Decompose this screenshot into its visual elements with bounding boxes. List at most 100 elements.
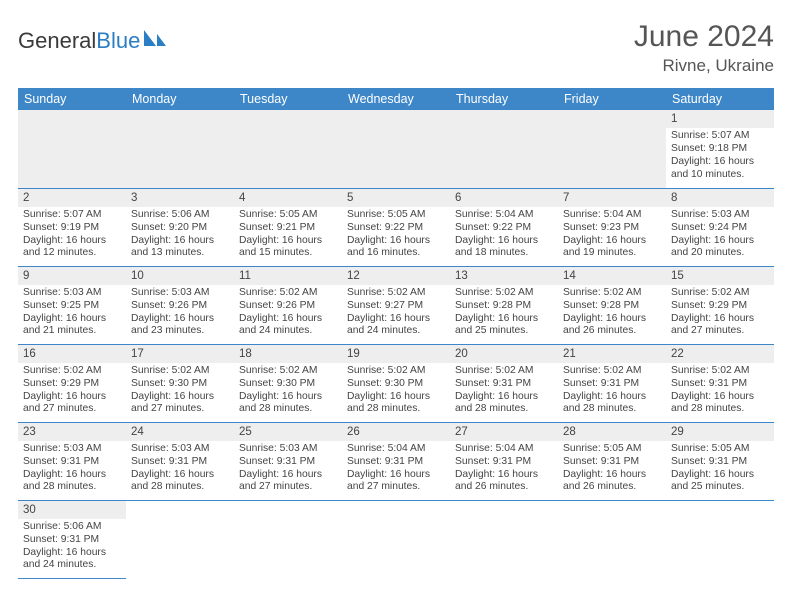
day-header: Wednesday: [342, 88, 450, 110]
day-header: Tuesday: [234, 88, 342, 110]
day-details: Sunrise: 5:05 AMSunset: 9:31 PMDaylight:…: [671, 443, 769, 494]
sail-icon: [142, 28, 168, 48]
calendar-row: 30 Sunrise: 5:06 AMSunset: 9:31 PMDayligh…: [18, 500, 774, 578]
location: Rivne, Ukraine: [634, 56, 774, 76]
day-cell: 18 Sunrise: 5:02 AMSunset: 9:30 PMDayligh…: [234, 344, 342, 422]
day-details: Sunrise: 5:02 AMSunset: 9:30 PMDaylight:…: [347, 365, 445, 416]
day-number: 21: [558, 345, 666, 363]
day-details: Sunrise: 5:05 AMSunset: 9:22 PMDaylight:…: [347, 209, 445, 260]
day-number: 23: [18, 423, 126, 441]
day-details: Sunrise: 5:02 AMSunset: 9:31 PMDaylight:…: [455, 365, 553, 416]
day-number: 24: [126, 423, 234, 441]
empty-cell: [666, 500, 774, 578]
day-number: 1: [666, 110, 774, 128]
day-details: Sunrise: 5:02 AMSunset: 9:26 PMDaylight:…: [239, 287, 337, 338]
calendar-row: 1 Sunrise: 5:07 AMSunset: 9:18 PMDaylight…: [18, 110, 774, 188]
day-cell: 27Sunrise: 5:04 AMSunset: 9:31 PMDayligh…: [450, 422, 558, 500]
empty-cell: [18, 110, 126, 188]
day-details: Sunrise: 5:02 AMSunset: 9:28 PMDaylight:…: [563, 287, 661, 338]
day-number: 11: [234, 267, 342, 285]
day-cell: 22Sunrise: 5:02 AMSunset: 9:31 PMDayligh…: [666, 344, 774, 422]
day-details: Sunrise: 5:05 AMSunset: 9:31 PMDaylight:…: [563, 443, 661, 494]
day-header: Sunday: [18, 88, 126, 110]
day-number: 13: [450, 267, 558, 285]
empty-cell: [450, 110, 558, 188]
day-cell: 17Sunrise: 5:02 AMSunset: 9:30 PMDayligh…: [126, 344, 234, 422]
day-number: 4: [234, 189, 342, 207]
logo: GeneralBlue: [18, 28, 168, 54]
logo-text-general: General: [18, 28, 96, 54]
day-cell: 30 Sunrise: 5:06 AMSunset: 9:31 PMDayligh…: [18, 500, 126, 578]
day-cell: 19Sunrise: 5:02 AMSunset: 9:30 PMDayligh…: [342, 344, 450, 422]
month-title: June 2024: [634, 20, 774, 54]
day-details: Sunrise: 5:03 AMSunset: 9:26 PMDaylight:…: [131, 287, 229, 338]
day-number: 14: [558, 267, 666, 285]
calendar-row: 16 Sunrise: 5:02 AMSunset: 9:29 PMDayligh…: [18, 344, 774, 422]
day-cell: 24 Sunrise: 5:03 AMSunset: 9:31 PMDayligh…: [126, 422, 234, 500]
day-details: Sunrise: 5:03 AMSunset: 9:31 PMDaylight:…: [239, 443, 337, 494]
empty-cell: [126, 500, 234, 578]
day-number: 3: [126, 189, 234, 207]
empty-cell: [450, 500, 558, 578]
day-number: 18: [234, 345, 342, 363]
day-details: Sunrise: 5:03 AMSunset: 9:31 PMDaylight:…: [131, 443, 229, 494]
calendar-table: SundayMondayTuesdayWednesdayThursdayFrid…: [18, 88, 774, 579]
empty-cell: [558, 500, 666, 578]
day-details: Sunrise: 5:04 AMSunset: 9:31 PMDaylight:…: [347, 443, 445, 494]
day-number: 5: [342, 189, 450, 207]
day-cell: 5 Sunrise: 5:05 AMSunset: 9:22 PMDaylight…: [342, 188, 450, 266]
day-cell: 20Sunrise: 5:02 AMSunset: 9:31 PMDayligh…: [450, 344, 558, 422]
day-number: 25: [234, 423, 342, 441]
empty-cell: [234, 500, 342, 578]
day-cell: 3Sunrise: 5:06 AMSunset: 9:20 PMDaylight…: [126, 188, 234, 266]
calendar-row: 23 Sunrise: 5:03 AMSunset: 9:31 PMDayligh…: [18, 422, 774, 500]
day-cell: 11 Sunrise: 5:02 AMSunset: 9:26 PMDayligh…: [234, 266, 342, 344]
day-number: 8: [666, 189, 774, 207]
day-number: 29: [666, 423, 774, 441]
day-number: 16: [18, 345, 126, 363]
day-number: 28: [558, 423, 666, 441]
day-details: Sunrise: 5:03 AMSunset: 9:25 PMDaylight:…: [23, 287, 121, 338]
day-header-row: SundayMondayTuesdayWednesdayThursdayFrid…: [18, 88, 774, 110]
day-cell: 14 Sunrise: 5:02 AMSunset: 9:28 PMDayligh…: [558, 266, 666, 344]
day-cell: 23Sunrise: 5:03 AMSunset: 9:31 PMDayligh…: [18, 422, 126, 500]
day-number: 26: [342, 423, 450, 441]
day-details: Sunrise: 5:02 AMSunset: 9:29 PMDaylight:…: [23, 365, 121, 416]
day-cell: 13Sunrise: 5:02 AMSunset: 9:28 PMDayligh…: [450, 266, 558, 344]
day-number: 2: [18, 189, 126, 207]
day-number: 17: [126, 345, 234, 363]
calendar-row: 9 Sunrise: 5:03 AMSunset: 9:25 PMDaylight…: [18, 266, 774, 344]
day-number: 22: [666, 345, 774, 363]
day-cell: 6 Sunrise: 5:04 AMSunset: 9:22 PMDaylight…: [450, 188, 558, 266]
day-cell: 4 Sunrise: 5:05 AMSunset: 9:21 PMDaylight…: [234, 188, 342, 266]
day-number: 9: [18, 267, 126, 285]
day-number: 30: [18, 501, 126, 519]
day-details: Sunrise: 5:04 AMSunset: 9:22 PMDaylight:…: [455, 209, 553, 260]
empty-cell: [342, 110, 450, 188]
day-cell: 21 Sunrise: 5:02 AMSunset: 9:31 PMDayligh…: [558, 344, 666, 422]
day-details: Sunrise: 5:02 AMSunset: 9:29 PMDaylight:…: [671, 287, 769, 338]
day-cell: 8Sunrise: 5:03 AMSunset: 9:24 PMDaylight…: [666, 188, 774, 266]
day-details: Sunrise: 5:05 AMSunset: 9:21 PMDaylight:…: [239, 209, 337, 260]
empty-cell: [558, 110, 666, 188]
day-cell: 7 Sunrise: 5:04 AMSunset: 9:23 PMDaylight…: [558, 188, 666, 266]
day-details: Sunrise: 5:06 AMSunset: 9:31 PMDaylight:…: [23, 521, 121, 572]
day-cell: 10Sunrise: 5:03 AMSunset: 9:26 PMDayligh…: [126, 266, 234, 344]
day-details: Sunrise: 5:07 AMSunset: 9:18 PMDaylight:…: [671, 130, 769, 181]
empty-cell: [126, 110, 234, 188]
day-header: Saturday: [666, 88, 774, 110]
day-cell: 2Sunrise: 5:07 AMSunset: 9:19 PMDaylight…: [18, 188, 126, 266]
day-cell: 28 Sunrise: 5:05 AMSunset: 9:31 PMDayligh…: [558, 422, 666, 500]
day-cell: 15Sunrise: 5:02 AMSunset: 9:29 PMDayligh…: [666, 266, 774, 344]
day-cell: 16 Sunrise: 5:02 AMSunset: 9:29 PMDayligh…: [18, 344, 126, 422]
day-number: 6: [450, 189, 558, 207]
day-header: Thursday: [450, 88, 558, 110]
day-details: Sunrise: 5:02 AMSunset: 9:30 PMDaylight:…: [239, 365, 337, 416]
calendar-row: 2Sunrise: 5:07 AMSunset: 9:19 PMDaylight…: [18, 188, 774, 266]
day-details: Sunrise: 5:04 AMSunset: 9:31 PMDaylight:…: [455, 443, 553, 494]
day-header: Monday: [126, 88, 234, 110]
title-block: June 2024 Rivne, Ukraine: [634, 20, 774, 76]
day-details: Sunrise: 5:02 AMSunset: 9:31 PMDaylight:…: [563, 365, 661, 416]
day-number: 7: [558, 189, 666, 207]
day-details: Sunrise: 5:04 AMSunset: 9:23 PMDaylight:…: [563, 209, 661, 260]
